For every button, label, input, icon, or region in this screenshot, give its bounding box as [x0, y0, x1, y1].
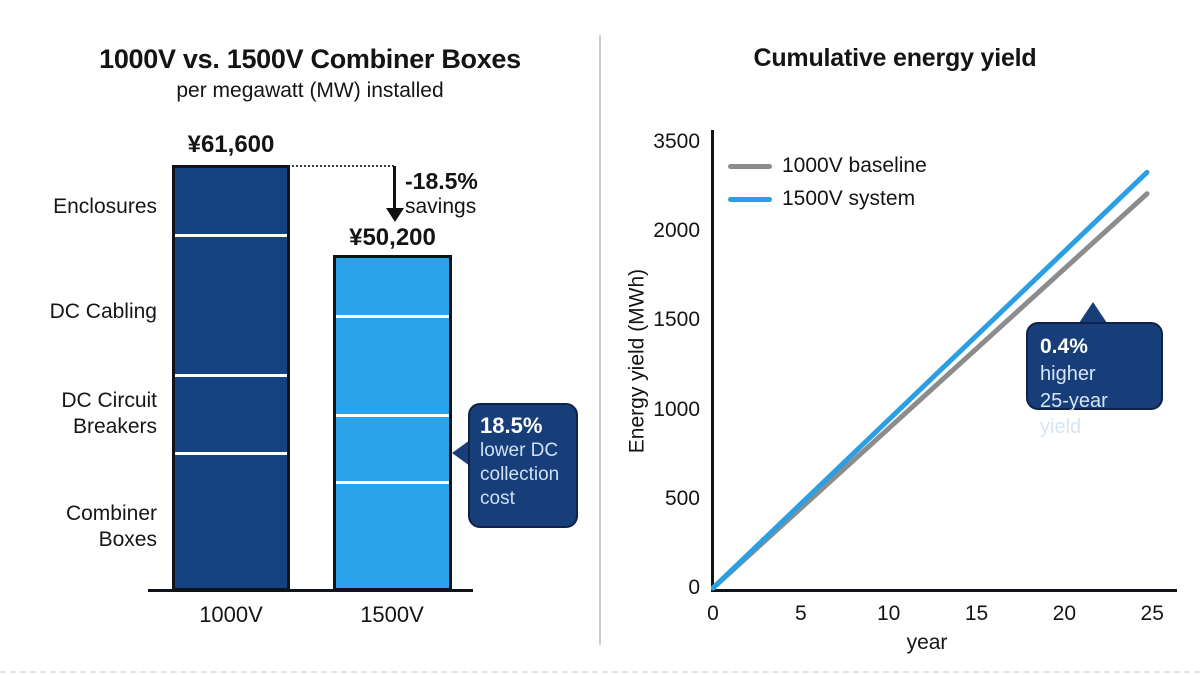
y-tick-label: 1000	[653, 397, 700, 421]
legend-label: 1000V baseline	[782, 154, 927, 177]
segment-label-line: DC Circuit	[61, 389, 157, 412]
callout-rest: higher	[1040, 363, 1096, 385]
segment-label-dc-cabling: DC Cabling	[49, 300, 157, 323]
callout-line: collection	[480, 464, 560, 485]
bar-segment-enclosures	[336, 258, 449, 315]
x-tick-label: 5	[794, 602, 807, 625]
savings-arrow-down-icon	[386, 208, 404, 222]
legend-item: 1000V baseline	[728, 153, 927, 179]
legend-swatch	[728, 163, 772, 169]
segment-label-line: Combiner	[65, 502, 157, 525]
y-tick-label: 2000	[653, 219, 700, 243]
stacked-bar-1000v	[172, 165, 290, 591]
y-tick-label: 500	[664, 486, 700, 510]
segment-label-line: Breakers	[72, 415, 157, 438]
segment-label-enclosures: Enclosures	[53, 195, 157, 218]
callout-line: cost	[480, 488, 515, 509]
bar-segment-dc-circuit-breakers	[175, 373, 287, 452]
y-tick-label: 1500	[653, 308, 700, 332]
x-category-1000v: 1000V	[199, 602, 263, 627]
x-tick-label: 25	[1140, 602, 1164, 625]
x-axis-line	[711, 589, 1177, 592]
segment-label-dc-circuit-breakers: DC Circuit Breakers	[61, 388, 157, 440]
y-tick-label: 0	[688, 576, 700, 599]
bar-segment-dc-circuit-breakers	[336, 414, 449, 481]
x-axis-title: year	[906, 631, 948, 654]
legend-item: 1500V system	[728, 186, 927, 212]
callout-line-1: 0.4% higher	[1040, 333, 1149, 388]
bottom-dashed-artifact	[0, 671, 1200, 673]
bar-total-label-1500v: ¥50,200	[349, 224, 436, 251]
stacked-bar-1500v	[333, 255, 452, 591]
legend-swatch	[728, 196, 772, 202]
series-line-1000v-baseline	[711, 191, 1150, 591]
bar-segment-combiner-boxes	[336, 481, 449, 587]
x-category-1500v: 1500V	[360, 602, 424, 627]
bar-segment-combiner-boxes	[175, 451, 287, 588]
callout-line: lower DC	[480, 440, 559, 461]
legend-label: 1500V system	[782, 187, 916, 210]
right-chart-title: Cumulative energy yield	[753, 44, 1037, 72]
x-tick-label: 15	[964, 602, 989, 625]
bar-segment-dc-cabling	[175, 234, 287, 374]
callout-headline: 18.5%	[480, 413, 543, 438]
bar-segment-dc-cabling	[336, 315, 449, 414]
series-line-1500v-system	[711, 169, 1150, 591]
y-tick-label: 3500	[653, 130, 700, 153]
savings-percent-label: -18.5%	[405, 168, 478, 194]
left-callout-tail	[452, 440, 470, 466]
x-tick-label: 0	[707, 602, 719, 625]
left-chart-subtitle: per megawatt (MW) installed	[176, 79, 444, 102]
dotted-connector-line	[292, 165, 394, 167]
dc-cost-callout: 18.5% lower DC collection cost	[468, 403, 578, 528]
legend: 1000V baseline 1500V system	[728, 153, 927, 212]
bar-total-label-1000v: ¥61,600	[187, 131, 275, 158]
left-chart-title: 1000V vs. 1500V Combiner Boxes	[99, 44, 521, 74]
y-axis-title: Energy yield (MWh)	[625, 268, 649, 454]
callout-headline: 0.4%	[1040, 335, 1088, 358]
callout-line-2: 25-year yield	[1040, 390, 1108, 438]
bar-segment-enclosures	[175, 168, 287, 234]
y-axis-line	[711, 130, 714, 592]
segment-label-line: Boxes	[98, 528, 157, 551]
yield-callout: 0.4% higher 25-year yield	[1026, 322, 1163, 438]
x-tick-label: 10	[876, 602, 901, 625]
line-plot-area	[711, 169, 1150, 591]
segment-label-combiner-boxes: Combiner Boxes	[66, 501, 157, 553]
right-callout-tail	[1079, 302, 1107, 323]
savings-arrow-stem	[393, 166, 396, 210]
x-tick-label: 20	[1052, 602, 1077, 625]
left-x-axis-line	[148, 589, 473, 592]
savings-word-label: savings	[405, 195, 477, 218]
panel-divider-line	[599, 35, 601, 645]
